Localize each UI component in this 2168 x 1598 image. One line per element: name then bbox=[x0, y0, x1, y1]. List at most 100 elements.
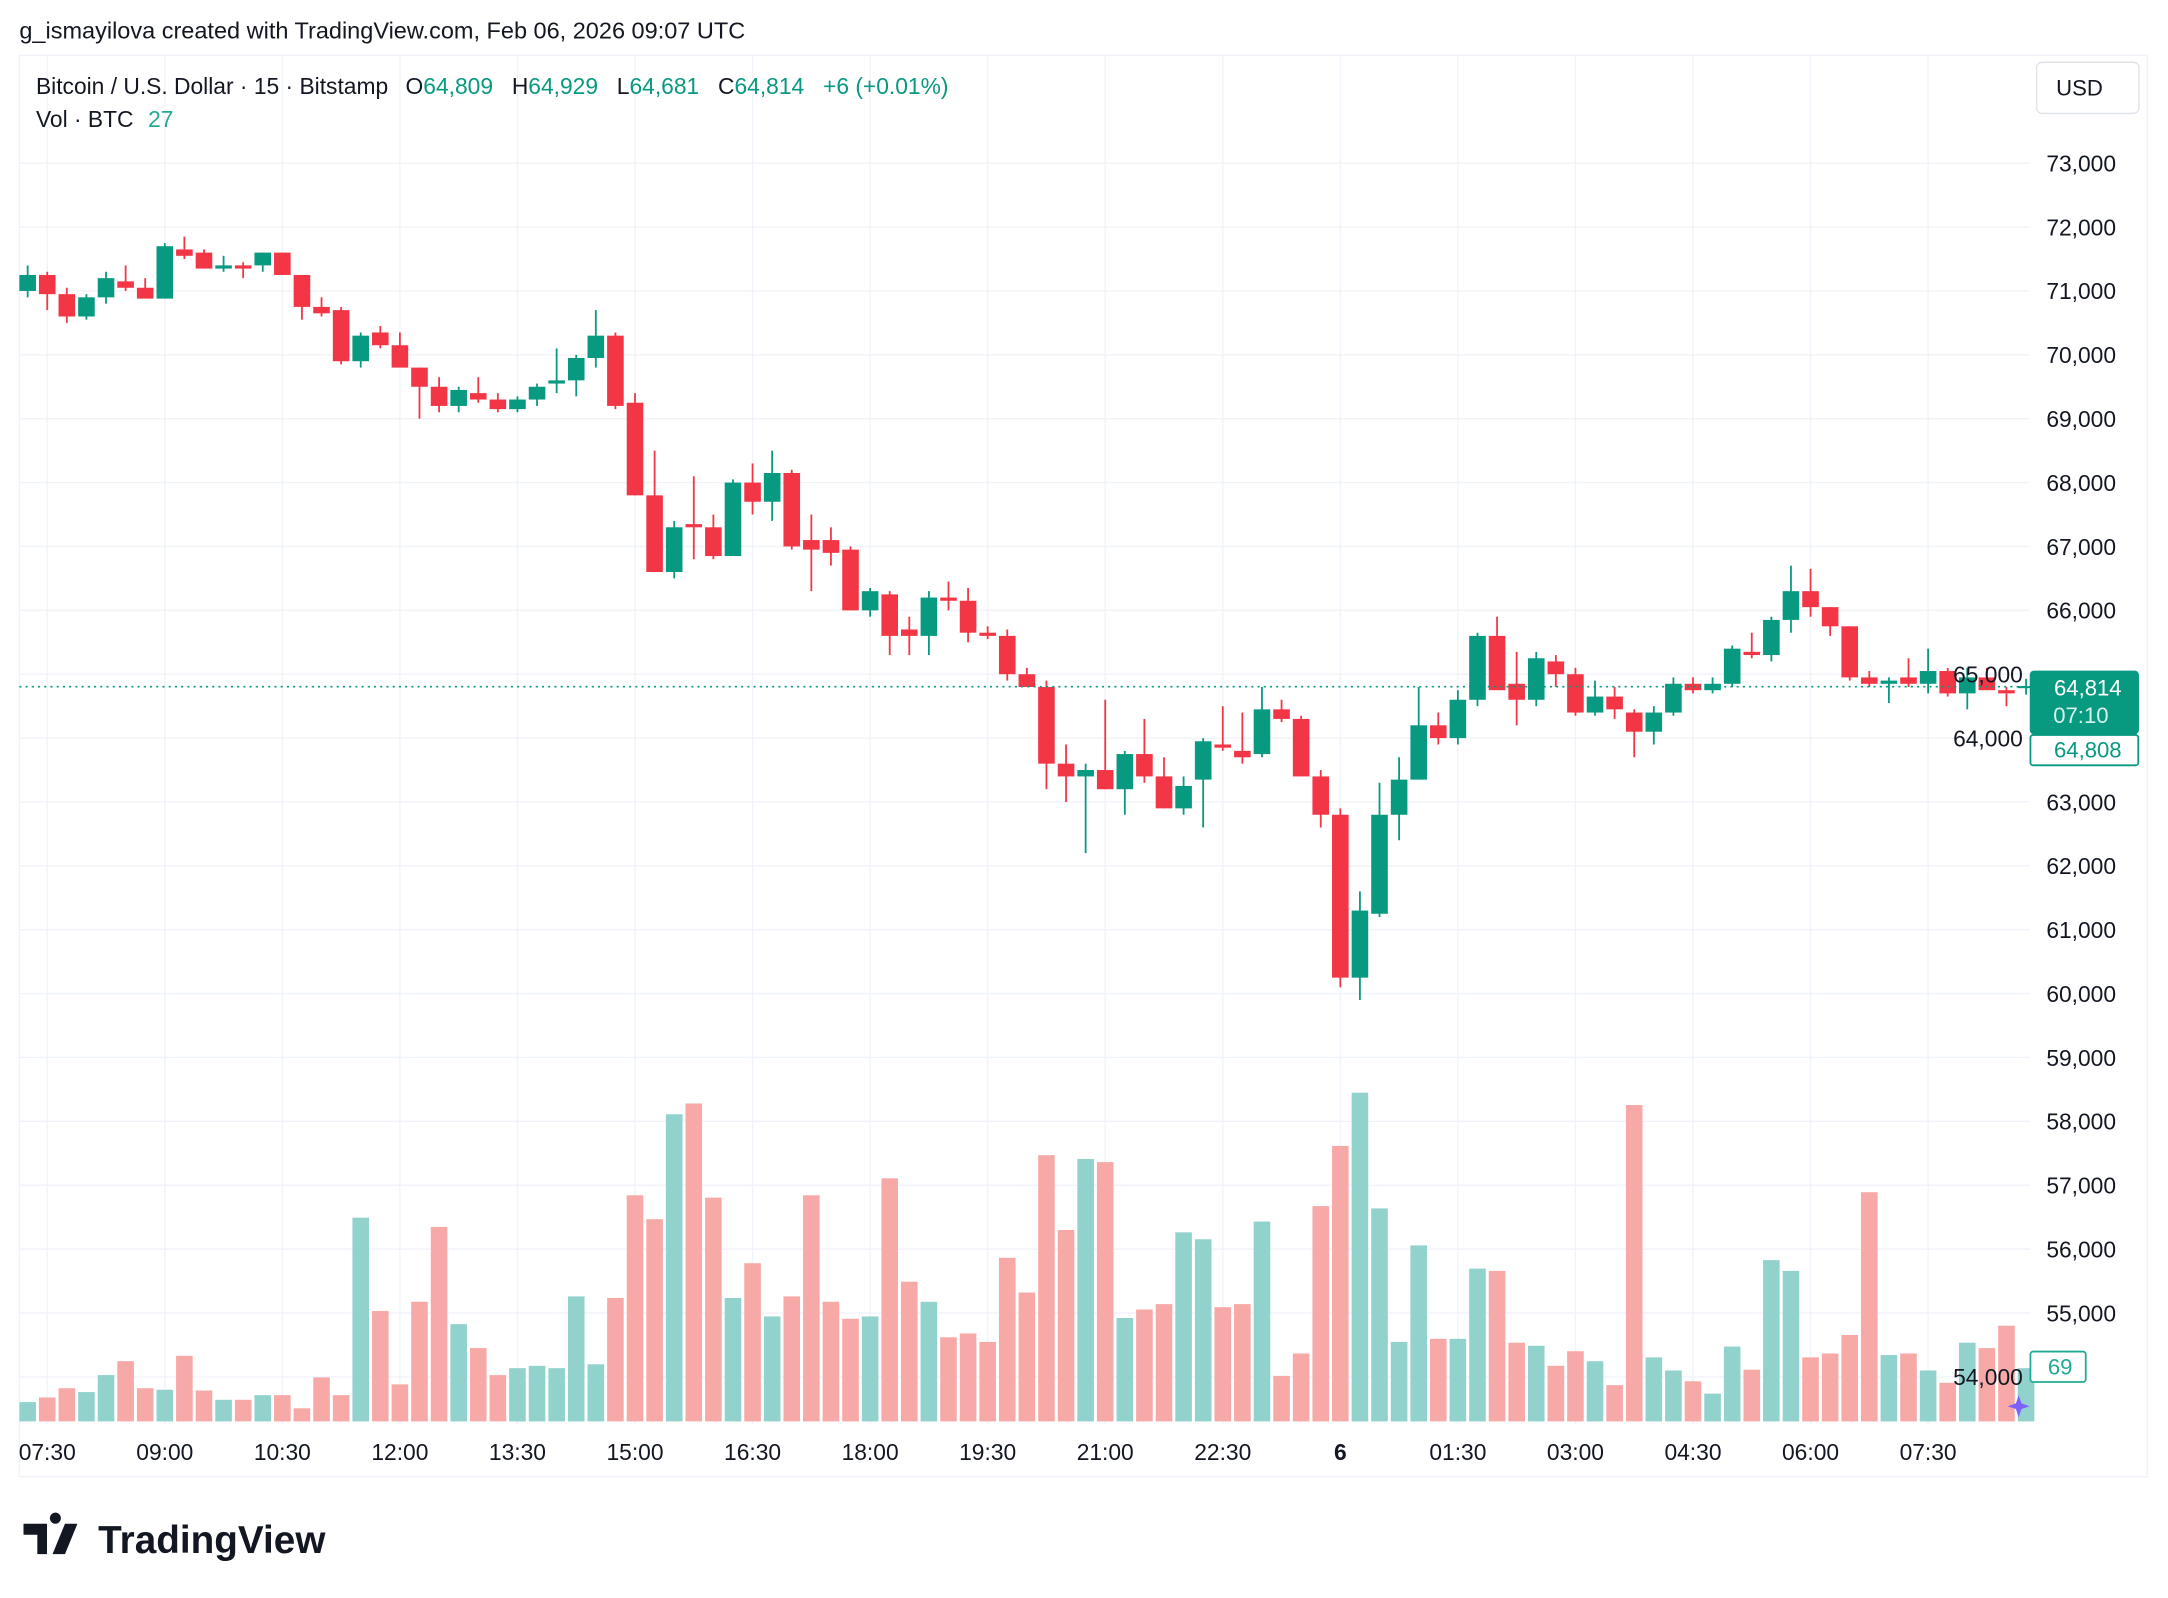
y-tick-label: 54,000 bbox=[1953, 1364, 2023, 1390]
volume-bar bbox=[1841, 1334, 1859, 1422]
candle-body bbox=[1880, 680, 1898, 684]
candle-body bbox=[1900, 677, 1917, 684]
candle-body bbox=[1978, 677, 1996, 691]
candle-body bbox=[920, 597, 938, 636]
candle-body bbox=[1821, 607, 1839, 627]
volume-bar bbox=[1351, 1092, 1369, 1422]
candle-body bbox=[1958, 677, 1976, 694]
volume-bar bbox=[822, 1301, 840, 1422]
candle-body bbox=[1665, 683, 1682, 713]
volume-bar bbox=[1625, 1104, 1643, 1422]
volume-bar bbox=[783, 1296, 801, 1422]
volume-bar bbox=[234, 1399, 252, 1422]
candle-body bbox=[1763, 619, 1780, 656]
svg-text:Vol · BTC 27: Vol · BTC 27 bbox=[36, 106, 174, 132]
candle-body bbox=[1782, 591, 1800, 620]
candle-body bbox=[1429, 725, 1447, 739]
currency-label: USD bbox=[2056, 75, 2103, 100]
grid bbox=[19, 55, 2030, 1425]
volume-bar bbox=[117, 1361, 134, 1422]
volume-bar bbox=[803, 1195, 820, 1422]
time-axis[interactable]: 07:30 09:00 10:30 12:00 13:30 15:00 16:30 18:00… bbox=[19, 1439, 1957, 1465]
candle-body bbox=[1390, 779, 1408, 815]
close-label: C bbox=[718, 73, 734, 99]
volume-bar bbox=[861, 1316, 879, 1422]
candle-body bbox=[1096, 770, 1114, 790]
tradingview-logo[interactable]: TradingView bbox=[23, 1512, 327, 1562]
volume-bar bbox=[313, 1377, 330, 1422]
candle-body bbox=[1175, 786, 1192, 809]
candle-body bbox=[332, 310, 350, 362]
candle-body bbox=[1253, 709, 1271, 755]
prev-close-value: 64,808 bbox=[2054, 738, 2122, 763]
volume-bar bbox=[1096, 1162, 1114, 1422]
volume-bar bbox=[293, 1408, 311, 1422]
candle-body bbox=[293, 274, 311, 307]
attribution-text: g_ismayilova created with TradingView.co… bbox=[19, 18, 745, 44]
high-label: H bbox=[512, 73, 528, 99]
x-tick-label: 22:30 bbox=[1194, 1439, 1251, 1465]
candle-body bbox=[19, 274, 36, 291]
x-tick-label: 19:30 bbox=[959, 1439, 1016, 1465]
candle-body bbox=[58, 294, 76, 317]
volume-bar bbox=[38, 1397, 56, 1422]
candle-body bbox=[1723, 648, 1741, 684]
candle-body bbox=[1116, 754, 1134, 790]
volume-bar bbox=[1547, 1365, 1565, 1422]
candle-body bbox=[1273, 709, 1290, 719]
candle-body bbox=[665, 527, 683, 573]
candle-body bbox=[411, 367, 428, 387]
x-tick-label: 16:30 bbox=[724, 1439, 781, 1465]
candle-body bbox=[567, 358, 585, 381]
price-axis[interactable]: 73,000 72,000 71,000 70,000 69,000 68,000 67,0… bbox=[1953, 150, 2116, 1390]
volume-last-value: 69 bbox=[2048, 1354, 2073, 1379]
candle-body bbox=[1136, 754, 1153, 777]
volume-bar bbox=[548, 1368, 565, 1422]
currency-button[interactable]: USD bbox=[2035, 61, 2140, 115]
volume-bar bbox=[959, 1333, 977, 1422]
countdown-value: 07:10 bbox=[2053, 703, 2108, 728]
volume-bar bbox=[1038, 1155, 1055, 1422]
high-value: 64,929 bbox=[528, 73, 598, 99]
volume-bar bbox=[1312, 1206, 1330, 1422]
candle-body bbox=[1919, 671, 1937, 684]
candle-body bbox=[979, 632, 996, 636]
y-tick-label: 58,000 bbox=[2046, 1109, 2116, 1135]
volume-bar bbox=[489, 1375, 507, 1422]
candle-body bbox=[607, 335, 624, 406]
volume-bar bbox=[97, 1375, 115, 1422]
volume-bar bbox=[1998, 1325, 2015, 1422]
volume-bar bbox=[1978, 1348, 1996, 1422]
candle-body bbox=[156, 246, 174, 299]
candle-body bbox=[136, 287, 154, 299]
volume-bar bbox=[1527, 1345, 1545, 1422]
candle-body bbox=[1998, 690, 2015, 694]
sparkle-icon[interactable] bbox=[2007, 1395, 2030, 1418]
volume-bar bbox=[1057, 1230, 1075, 1422]
volume-bar bbox=[1861, 1192, 1878, 1422]
candle-body bbox=[509, 399, 526, 410]
volume-bar bbox=[1469, 1268, 1486, 1422]
volume-bar bbox=[78, 1392, 95, 1422]
x-tick-label: 18:00 bbox=[842, 1439, 899, 1465]
volume-bar bbox=[1900, 1353, 1917, 1422]
candle-body bbox=[1586, 696, 1604, 713]
volume-bar bbox=[705, 1197, 722, 1422]
y-tick-label: 67,000 bbox=[2046, 534, 2116, 560]
volume-bar bbox=[1645, 1357, 1663, 1422]
volume-bar bbox=[1390, 1341, 1408, 1422]
volume-bar bbox=[509, 1368, 526, 1422]
y-tick-label: 60,000 bbox=[2046, 981, 2116, 1007]
volume-bar bbox=[1214, 1307, 1232, 1422]
volume-bar bbox=[332, 1395, 350, 1422]
candle-body bbox=[1802, 591, 1819, 608]
x-tick-label: 12:00 bbox=[371, 1439, 428, 1465]
candle-body bbox=[763, 472, 781, 502]
y-tick-label: 59,000 bbox=[2046, 1045, 2116, 1071]
volume-bar bbox=[1488, 1270, 1506, 1422]
volume-bar bbox=[136, 1388, 154, 1422]
svg-text:Bitcoin / U.S. Dollar · 15 · B: Bitcoin / U.S. Dollar · 15 · Bitstamp O6… bbox=[36, 73, 949, 99]
candle-body bbox=[1234, 750, 1251, 758]
y-tick-label: 56,000 bbox=[2046, 1236, 2116, 1262]
